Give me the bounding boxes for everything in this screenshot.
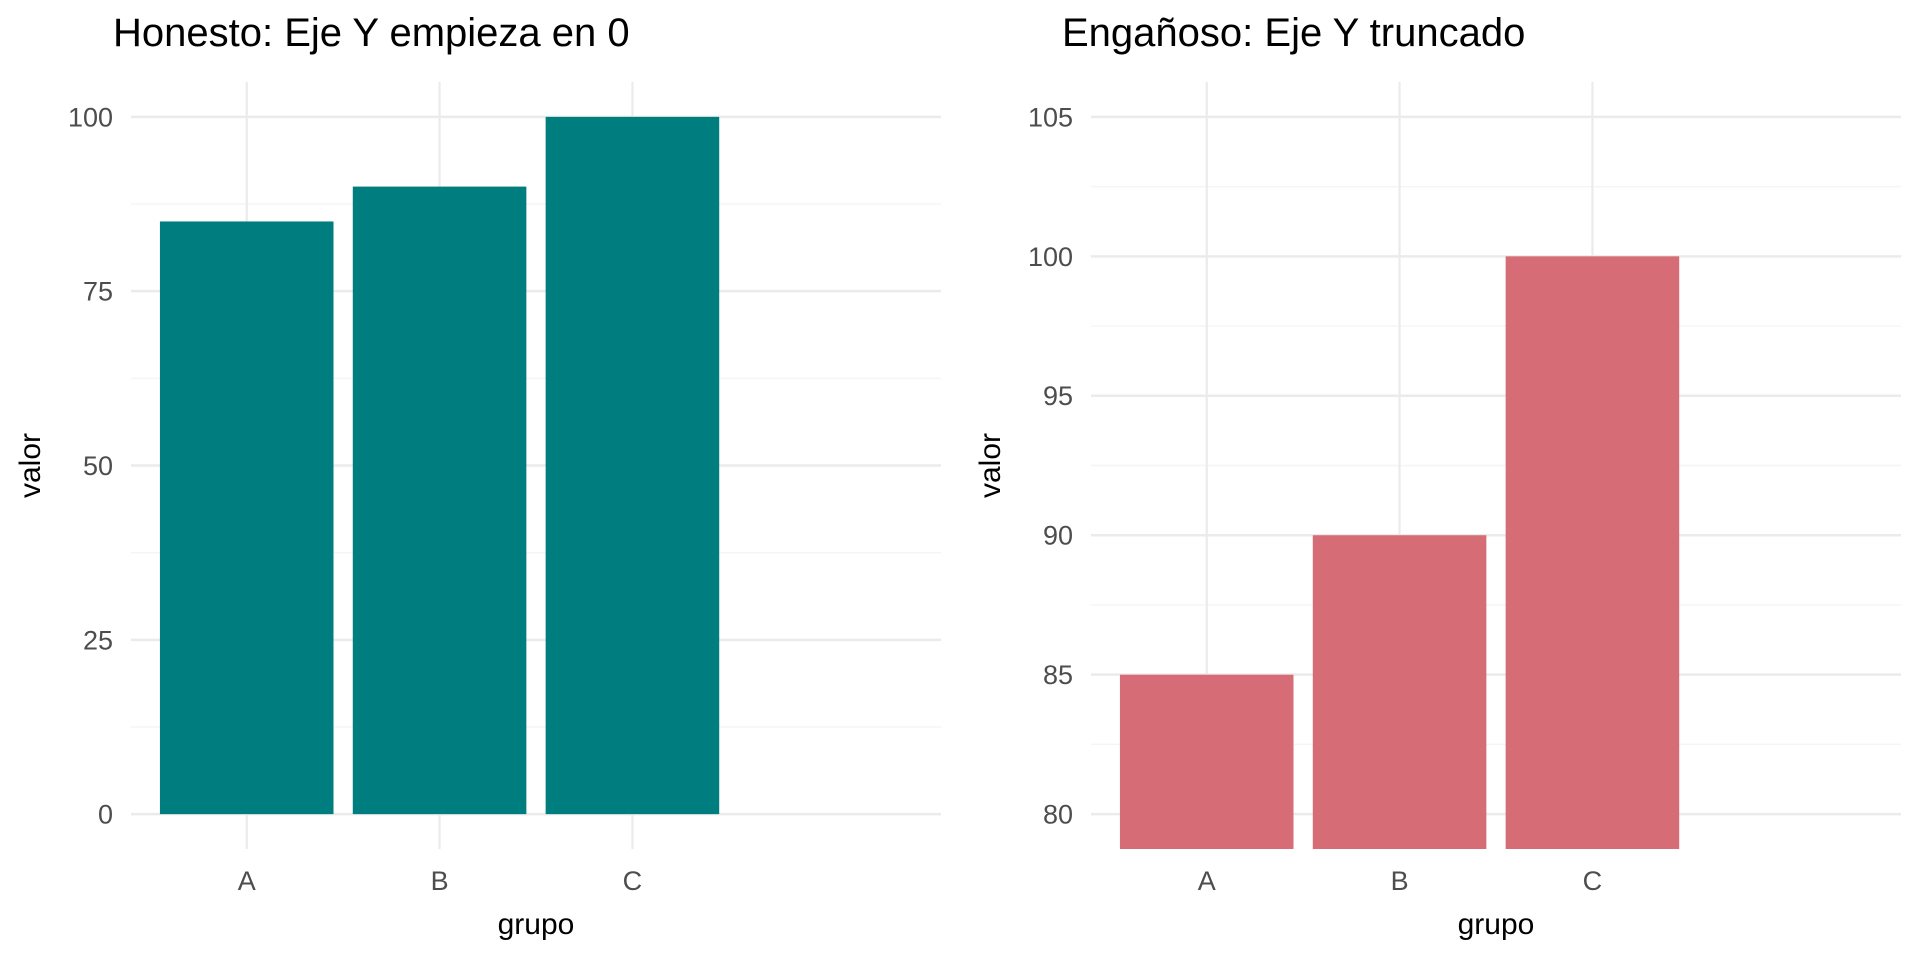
y-tick-label-100: 100 — [68, 102, 113, 132]
bar-A — [1119, 674, 1294, 849]
bars — [1119, 256, 1680, 849]
x-tick-label-B: B — [431, 866, 449, 896]
y-tick-label-100: 100 — [1028, 242, 1073, 272]
y-axis-title: valor — [974, 433, 1007, 498]
y-tick-label-50: 50 — [83, 451, 113, 481]
y-tick-label-80: 80 — [1043, 800, 1073, 830]
bar-C — [1505, 256, 1680, 849]
y-tick-label-90: 90 — [1043, 521, 1073, 551]
x-tick-labels: A B C — [238, 866, 642, 896]
bar-B — [352, 186, 527, 815]
bar-A — [159, 221, 334, 815]
y-tick-label-95: 95 — [1043, 381, 1073, 411]
x-tick-label-A: A — [1198, 866, 1216, 896]
x-axis-title: grupo — [1458, 908, 1535, 941]
x-tick-label-C: C — [1583, 866, 1603, 896]
y-tick-label-25: 25 — [83, 625, 113, 655]
x-axis-title: grupo — [498, 908, 575, 941]
y-tick-label-85: 85 — [1043, 660, 1073, 690]
y-axis-title: valor — [14, 433, 47, 498]
y-tick-label-0: 0 — [98, 800, 113, 830]
chart-title: Engañoso: Eje Y truncado — [1062, 11, 1525, 55]
x-tick-label-A: A — [238, 866, 256, 896]
chart-title: Honesto: Eje Y empieza en 0 — [113, 11, 630, 55]
y-minor-gridlines — [1091, 185, 1901, 746]
y-tick-label-75: 75 — [83, 277, 113, 307]
x-tick-label-C: C — [623, 866, 643, 896]
x-tick-labels: A B C — [1198, 866, 1602, 896]
x-tick-label-B: B — [1391, 866, 1409, 896]
bar-C — [545, 116, 720, 815]
y-tick-labels: 0 25 50 75 100 — [68, 102, 113, 829]
y-tick-labels: 80 85 90 95 100 105 — [1028, 102, 1073, 829]
bars — [159, 116, 720, 815]
bar-B — [1312, 535, 1487, 849]
y-tick-label-105: 105 — [1028, 102, 1073, 132]
